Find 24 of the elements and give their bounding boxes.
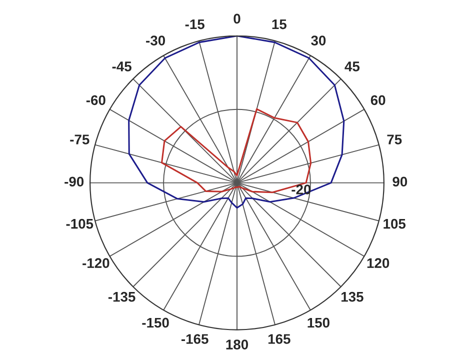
spoke-label: 75 — [387, 134, 402, 144]
spoke-label: -30 — [146, 36, 166, 46]
spoke-label: 180 — [226, 340, 248, 350]
spoke-label: -165 — [181, 334, 208, 344]
spoke-label: 105 — [384, 218, 406, 229]
spoke-label: -150 — [142, 318, 169, 328]
spoke-label: 15 — [272, 20, 287, 30]
spoke-label: 150 — [308, 318, 330, 328]
spoke-label: -120 — [82, 258, 110, 268]
spoke-label: -45 — [112, 62, 132, 72]
spoke-label: -60 — [86, 95, 106, 106]
spoke-label: -75 — [70, 134, 90, 144]
spoke-label: 30 — [311, 36, 326, 46]
spoke-label: 135 — [341, 292, 364, 302]
spoke-label: -15 — [185, 20, 204, 30]
spoke-label: -105 — [66, 218, 94, 229]
spoke-label: 90 — [392, 176, 408, 187]
spoke-label: -90 — [64, 176, 84, 187]
spoke-label: 60 — [370, 95, 386, 106]
spoke-label: 120 — [367, 258, 390, 268]
spoke-label: 45 — [344, 62, 360, 72]
spoke-label: -135 — [108, 292, 136, 302]
spoke-label: 0 — [234, 14, 240, 24]
spoke-label: 165 — [268, 334, 290, 344]
